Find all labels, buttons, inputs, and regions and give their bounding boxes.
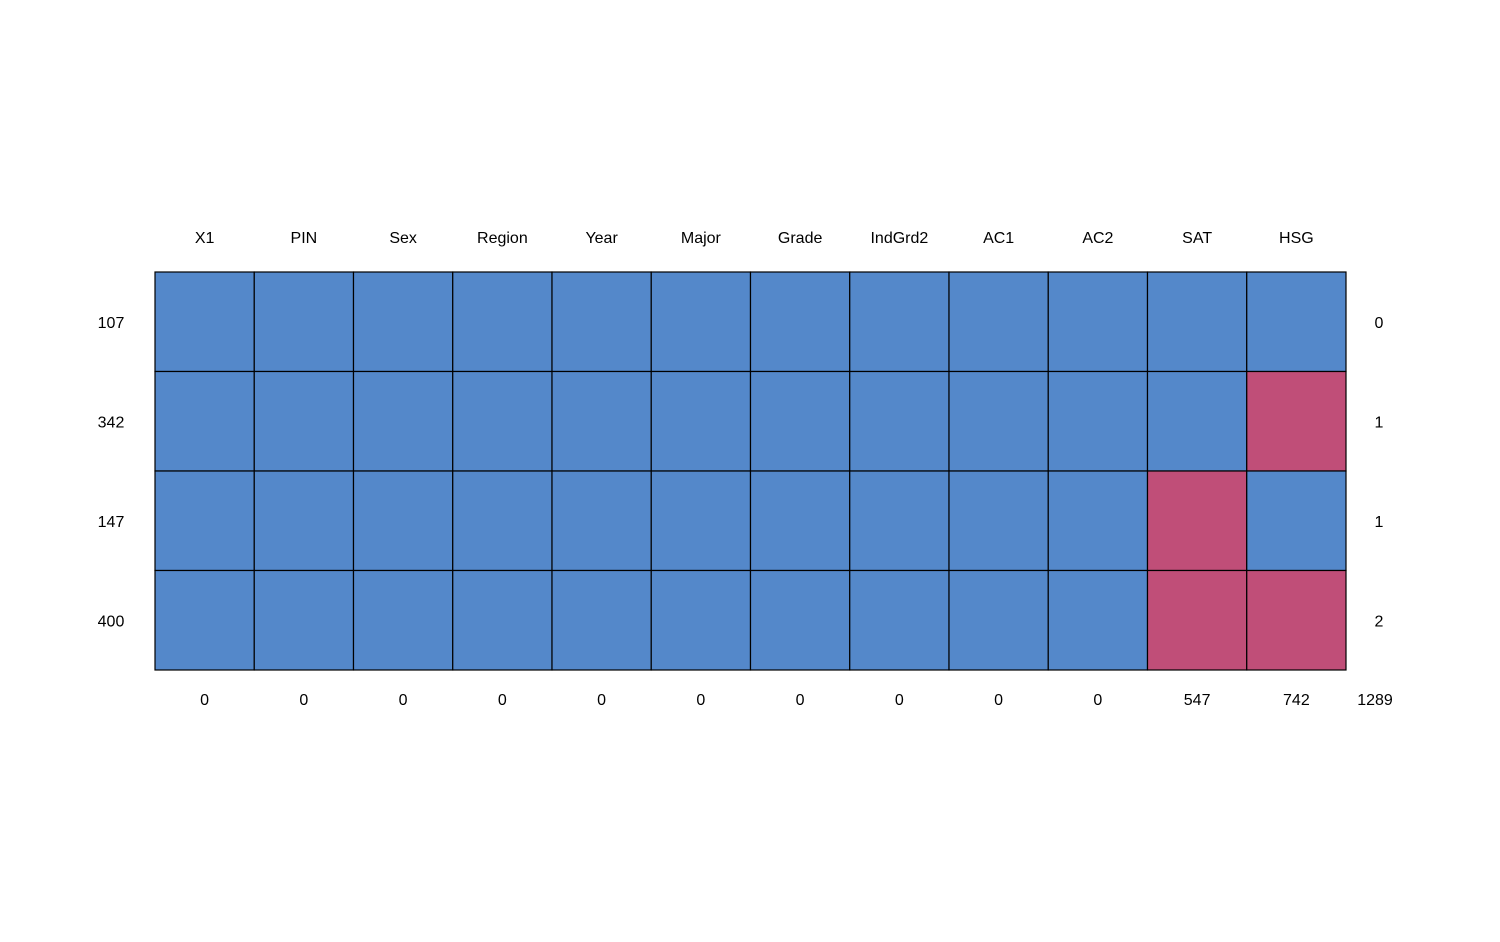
cell-observed — [253, 271, 355, 373]
column-total-label: 0 — [895, 692, 904, 709]
cell-observed — [352, 370, 454, 472]
column-label: Year — [585, 230, 618, 247]
column-label: AC2 — [1082, 230, 1113, 247]
row-missing-label: 0 — [1375, 315, 1384, 332]
column-total-label: 0 — [696, 692, 705, 709]
row-pattern-counts: 107 342 147 400 — [98, 315, 125, 631]
cell-missing — [1146, 569, 1248, 671]
cell-missing — [1246, 569, 1347, 671]
cell-observed — [849, 569, 950, 671]
cell-observed — [1246, 470, 1347, 572]
column-total-label: 0 — [597, 692, 606, 709]
cell-observed — [452, 470, 553, 572]
cell-observed — [352, 271, 454, 373]
cell-observed — [849, 370, 950, 472]
cell-observed — [1146, 370, 1248, 472]
cell-observed — [1146, 271, 1248, 373]
row-missing-label: 1 — [1375, 514, 1384, 531]
cell-observed — [749, 470, 851, 572]
column-total-label: 0 — [1093, 692, 1102, 709]
cell-observed — [452, 370, 553, 472]
column-label: Major — [681, 230, 722, 247]
row-missing-label: 1 — [1375, 414, 1384, 431]
cell-observed — [749, 271, 851, 373]
column-total-label: 0 — [299, 692, 308, 709]
cell-observed — [1047, 470, 1149, 572]
grand-total-group: 1289 — [1357, 692, 1393, 709]
cell-observed — [948, 370, 1049, 472]
cell-observed — [749, 569, 851, 671]
column-label: HSG — [1279, 230, 1314, 247]
cell-observed — [551, 470, 652, 572]
cell-observed — [551, 271, 652, 373]
cell-observed — [154, 470, 255, 572]
cell-observed — [1047, 569, 1149, 671]
cell-observed — [650, 569, 752, 671]
cell-observed — [948, 271, 1049, 373]
column-total-label: 547 — [1184, 692, 1211, 709]
cell-observed — [849, 271, 950, 373]
column-label: Region — [477, 230, 528, 247]
column-total-label: 0 — [399, 692, 408, 709]
cell-observed — [1047, 370, 1149, 472]
column-label: Sex — [389, 230, 417, 247]
row-count-label: 400 — [98, 613, 125, 630]
cell-observed — [849, 470, 950, 572]
row-count-label: 147 — [98, 514, 125, 531]
cell-observed — [551, 569, 652, 671]
cell-observed — [253, 370, 355, 472]
column-missing-totals: 0 0 0 0 0 0 0 0 0 0 547 742 — [200, 692, 1310, 709]
total-missing-label: 1289 — [1357, 692, 1393, 709]
cell-observed — [650, 370, 752, 472]
cell-observed — [452, 271, 553, 373]
column-total-label: 0 — [994, 692, 1003, 709]
cell-observed — [650, 470, 752, 572]
cell-observed — [1047, 271, 1149, 373]
cell-missing — [1146, 470, 1248, 572]
cell-observed — [948, 569, 1049, 671]
column-label: IndGrd2 — [870, 230, 928, 247]
column-label: AC1 — [983, 230, 1014, 247]
cell-observed — [1246, 271, 1347, 373]
column-label: Grade — [778, 230, 823, 247]
column-total-label: 742 — [1283, 692, 1310, 709]
column-total-label: 0 — [200, 692, 209, 709]
row-count-label: 107 — [98, 315, 125, 332]
cell-observed — [948, 470, 1049, 572]
cell-observed — [551, 370, 652, 472]
cell-observed — [352, 470, 454, 572]
column-total-label: 0 — [796, 692, 805, 709]
cell-observed — [352, 569, 454, 671]
cell-observed — [253, 470, 355, 572]
row-count-label: 342 — [98, 414, 125, 431]
row-missing-counts: 0 1 1 2 — [1375, 315, 1384, 631]
column-label: SAT — [1182, 230, 1212, 247]
pattern-grid — [154, 271, 1347, 671]
cell-missing — [1246, 370, 1347, 472]
cell-observed — [452, 569, 553, 671]
cell-observed — [154, 569, 255, 671]
column-total-label: 0 — [498, 692, 507, 709]
column-labels: X1 PIN Sex Region Year Major Grade IndGrd2 AC1 AC… — [195, 230, 1314, 247]
cell-observed — [253, 569, 355, 671]
cell-observed — [650, 271, 752, 373]
column-label: PIN — [291, 230, 318, 247]
cell-observed — [154, 271, 255, 373]
row-missing-label: 2 — [1375, 613, 1384, 630]
cell-observed — [154, 370, 255, 472]
cell-observed — [749, 370, 851, 472]
column-label: X1 — [195, 230, 215, 247]
